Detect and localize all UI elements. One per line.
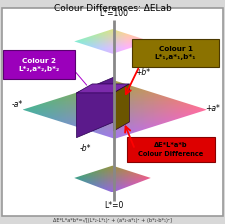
Text: Colour Differences: ΔELab: Colour Differences: ΔELab [54,4,171,13]
Text: ΔE*L*a*b
Colour Difference: ΔE*L*a*b Colour Difference [138,142,204,157]
Polygon shape [22,81,207,139]
Text: ΔE*L*a*b*=√[(L*₂-L*₁)² + (a*₂-a*₁)² + (b*₂-b*₁)²]: ΔE*L*a*b*=√[(L*₂-L*₁)² + (a*₂-a*₁)² + (b… [53,218,172,223]
Text: Colour 2
L*₂,a*₂,b*₂: Colour 2 L*₂,a*₂,b*₂ [19,58,60,72]
Text: L*=100: L*=100 [99,9,128,18]
FancyBboxPatch shape [2,8,223,216]
Polygon shape [114,84,129,131]
Text: Colour 1
L*₁,a*₁,b*₁: Colour 1 L*₁,a*₁,b*₁ [155,46,196,60]
Polygon shape [76,77,114,138]
Text: -a*: -a* [11,100,22,109]
Text: L*=0: L*=0 [104,201,123,210]
FancyBboxPatch shape [3,50,75,80]
Polygon shape [74,166,151,192]
FancyBboxPatch shape [127,137,215,162]
Text: -b*: -b* [80,144,91,153]
Polygon shape [74,29,151,54]
Text: +a*: +a* [205,104,220,113]
Polygon shape [76,84,129,93]
FancyBboxPatch shape [132,39,219,67]
Text: +b*: +b* [135,68,150,77]
